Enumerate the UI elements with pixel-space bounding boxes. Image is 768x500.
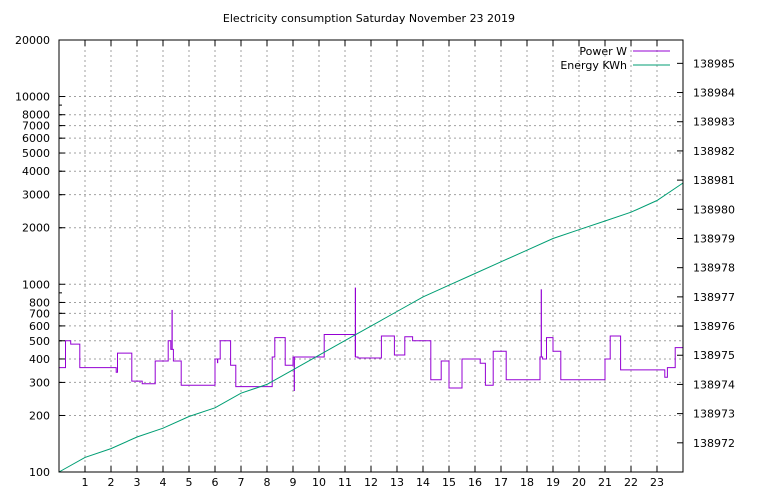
y2-tick-label: 138982: [693, 145, 735, 158]
axes-ticks: 1 2 3 4 5 6 7 8 9 10 11 12 13 14 15 16 17 18 19 20 21 22 23100…: [15, 34, 735, 489]
y2-tick-label: 138975: [693, 349, 735, 362]
y-tick-label: 5000: [22, 147, 50, 160]
y2-tick-label: 138984: [693, 87, 735, 100]
legend-label-power: Power W: [579, 45, 627, 58]
y-tick-label: 10000: [15, 91, 50, 104]
y2-tick-label: 138972: [693, 437, 735, 450]
y-tick-label: 600: [29, 320, 50, 333]
y-tick-label: 800: [29, 296, 50, 309]
x-tick-label: 14: [416, 476, 430, 489]
x-tick-label: 20: [572, 476, 586, 489]
y2-tick-label: 138983: [693, 116, 735, 129]
y2-tick-label: 138981: [693, 174, 735, 187]
series-energy-line: [58, 182, 684, 473]
x-tick-label: 7: [238, 476, 245, 489]
x-tick-label: 5: [186, 476, 193, 489]
x-tick-label: 10: [312, 476, 326, 489]
x-tick-label: 22: [624, 476, 638, 489]
y-tick-label: 3000: [22, 189, 50, 202]
x-tick-label: 21: [598, 476, 612, 489]
y-tick-label: 20000: [15, 34, 50, 47]
y2-tick-label: 138985: [693, 57, 735, 70]
x-tick-label: 23: [650, 476, 664, 489]
y-tick-label: 100: [29, 466, 50, 479]
chart-title: Electricity consumption Saturday Novembe…: [223, 12, 515, 25]
y2-tick-label: 138979: [693, 232, 735, 245]
y-tick-label: 2000: [22, 222, 50, 235]
series-power-line: [59, 331, 684, 389]
y-tick-label: 200: [29, 409, 50, 422]
x-tick-label: 2: [108, 476, 115, 489]
legend: Power W Energy KWh: [560, 45, 670, 72]
y2-tick-label: 138973: [693, 408, 735, 421]
x-tick-label: 19: [546, 476, 560, 489]
x-tick-label: 11: [338, 476, 352, 489]
y-tick-label: 4000: [22, 165, 50, 178]
x-tick-label: 18: [520, 476, 534, 489]
x-tick-label: 1: [82, 476, 89, 489]
y-tick-label: 400: [29, 353, 50, 366]
x-tick-label: 15: [442, 476, 456, 489]
x-tick-label: 4: [160, 476, 167, 489]
y-tick-label: 500: [29, 335, 50, 348]
y-tick-label: 1000: [22, 278, 50, 291]
y-tick-label: 6000: [22, 132, 50, 145]
y2-tick-label: 138980: [693, 203, 735, 216]
x-tick-label: 17: [494, 476, 508, 489]
x-tick-label: 8: [264, 476, 271, 489]
y2-tick-label: 138977: [693, 291, 735, 304]
y-tick-label: 8000: [22, 109, 50, 122]
x-tick-label: 9: [290, 476, 297, 489]
x-tick-label: 13: [390, 476, 404, 489]
x-tick-label: 6: [212, 476, 219, 489]
series-layer: [58, 182, 684, 473]
y2-tick-label: 138978: [693, 262, 735, 275]
y-tick-label: 7000: [22, 120, 50, 133]
grid-lines: [59, 39, 683, 473]
y-tick-label: 300: [29, 376, 50, 389]
y-tick-label: 700: [29, 307, 50, 320]
x-tick-label: 3: [134, 476, 141, 489]
y2-tick-label: 138976: [693, 320, 735, 333]
y2-tick-label: 138974: [693, 378, 735, 391]
x-tick-label: 12: [364, 476, 378, 489]
x-tick-label: 16: [468, 476, 482, 489]
legend-label-energy: Energy KWh: [560, 59, 627, 72]
